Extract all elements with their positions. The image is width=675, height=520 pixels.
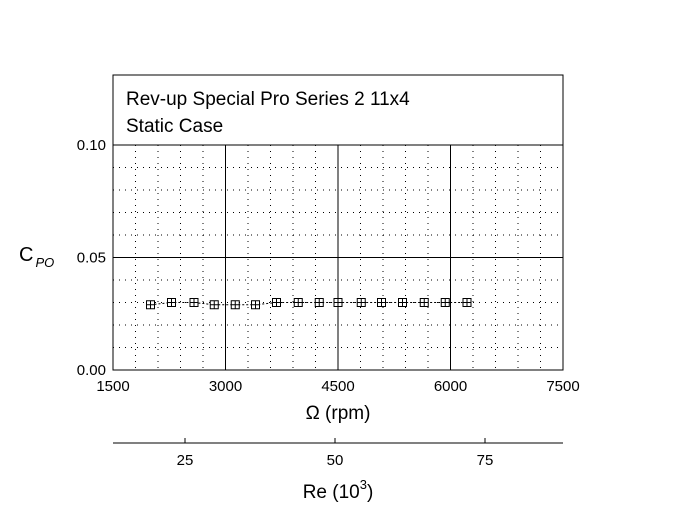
series-line [150,302,467,306]
data-point [251,300,260,310]
data-point [377,298,386,307]
secondary-axis-label-end: ) [367,482,373,503]
data-point [314,298,324,307]
data-point [462,298,472,307]
secondary-axis-ticks: 25 50 75 [177,438,494,469]
x-tick-label: 4500 [321,378,354,395]
data-point [167,298,176,307]
y-tick-label: 0.00 [77,362,106,379]
data-point [230,300,240,310]
secondary-tick-label: 25 [177,452,194,469]
data-point [398,298,407,307]
secondary-tick-label: 75 [477,452,494,469]
grid [113,144,563,370]
y-axis-label: C PO [19,244,54,270]
data-point [189,298,199,307]
chart-title-line-2: Static Case [126,116,223,137]
x-axis-label: Ω (rpm) [306,403,371,424]
axis-ticks: 1500 3000 4500 6000 7500 0.00 0.05 0.10 [77,137,580,395]
chart-title-line-1: Rev-up Special Pro Series 2 11x4 [126,89,410,110]
data-point [146,300,155,310]
data-point [419,298,429,307]
x-tick-label: 7500 [546,378,579,395]
y-axis-label-subscript: PO [35,255,54,270]
secondary-tick-label: 50 [327,452,344,469]
x-tick-label: 1500 [96,378,129,395]
data-point [333,298,343,307]
data-point [440,298,450,307]
secondary-axis-label-superscript: 3 [360,477,367,492]
data-point [293,298,303,307]
data-point [272,298,281,307]
data-series [146,298,472,310]
data-point [209,300,219,310]
y-tick-label: 0.10 [77,137,106,154]
x-tick-label: 6000 [434,378,467,395]
data-point [356,298,366,307]
secondary-axis-label: Re (103) [303,477,374,503]
x-tick-label: 3000 [209,378,242,395]
y-tick-label: 0.05 [77,250,106,267]
